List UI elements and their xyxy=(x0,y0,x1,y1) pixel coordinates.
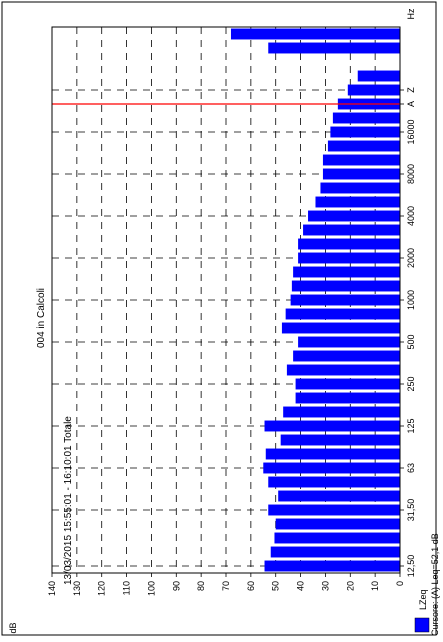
bar-16 xyxy=(270,546,400,558)
category-axis-unit: Hz xyxy=(406,8,416,19)
category-tick-label: 500 xyxy=(406,334,416,349)
value-tick-label: 130 xyxy=(72,581,82,596)
bar-1000 xyxy=(290,294,400,306)
category-tick-label: 8000 xyxy=(406,164,416,184)
category-tick-label: 2000 xyxy=(406,248,416,268)
value-tick-label: 120 xyxy=(97,581,107,596)
bar-6300 xyxy=(320,182,400,194)
bar-63 xyxy=(263,462,400,474)
bar-3150 xyxy=(303,224,400,236)
value-tick-label: 30 xyxy=(320,581,330,591)
bar-37 xyxy=(268,42,400,54)
bar-20000 xyxy=(332,112,400,124)
category-tick-label: 1000 xyxy=(406,290,416,310)
bar-100 xyxy=(280,434,400,446)
value-tick-label: 100 xyxy=(146,581,156,596)
bar-25 xyxy=(275,518,400,530)
value-axis: 140 130 120 110 100 90 80 70 60 50 40 30 20 10 0 xyxy=(47,573,405,596)
category-tick-label: 12,50 xyxy=(406,555,416,578)
legend-label: LZeq xyxy=(418,589,428,610)
value-tick-label: 60 xyxy=(246,581,256,591)
bar-40 xyxy=(278,490,400,502)
category-axis: 12,50 31,50 63 125 250 500 1000 2000 4000 8000 160… xyxy=(400,87,416,578)
legend-swatch xyxy=(414,617,430,633)
bars-layer xyxy=(230,28,400,572)
bar-2000 xyxy=(298,252,400,264)
value-tick-label: 50 xyxy=(271,581,281,591)
bar-250 xyxy=(295,378,400,390)
bar-400 xyxy=(293,350,400,362)
value-tick-label: 140 xyxy=(47,581,57,596)
bar-16000 xyxy=(330,126,400,138)
bar-31,50 xyxy=(268,504,400,516)
cursor-readout: Cursore: (A) Leq=52,1 dB xyxy=(430,533,440,636)
bar-12500 xyxy=(327,140,400,152)
bar-1250 xyxy=(291,280,400,292)
bar-5000 xyxy=(315,196,400,208)
bar-50 xyxy=(268,476,400,488)
bar-8000 xyxy=(322,168,400,180)
chart-frame xyxy=(1,1,437,636)
bar-125 xyxy=(264,420,400,432)
value-tick-label: 10 xyxy=(370,581,380,591)
value-tick-label: 90 xyxy=(171,581,181,591)
legend: LZeq Cursore: (A) Leq=52,1 dB xyxy=(414,533,440,636)
value-tick-label: 110 xyxy=(122,581,132,595)
category-tick-label: 125 xyxy=(406,418,416,433)
category-tick-label: A xyxy=(406,101,416,107)
category-tick-label: Z xyxy=(406,87,416,93)
bar-20 xyxy=(274,532,400,544)
bar-80 xyxy=(265,448,400,460)
value-tick-label: 80 xyxy=(196,581,206,591)
bar-12,50 xyxy=(264,560,400,572)
bar-Z xyxy=(347,84,400,96)
category-tick-label: 250 xyxy=(406,376,416,391)
bar-10000 xyxy=(322,154,400,166)
bar-4000 xyxy=(308,210,400,222)
chart-subtitle: 13/03/2015 15:55:01 - 16:10:01 Totale xyxy=(63,416,74,585)
value-tick-label: 40 xyxy=(296,581,306,591)
category-tick-label: 4000 xyxy=(406,206,416,226)
value-tick-label: 20 xyxy=(345,581,355,591)
bar-800 xyxy=(285,308,400,320)
category-tick-label: 31,50 xyxy=(406,499,416,522)
value-tick-label: 0 xyxy=(395,581,405,586)
value-tick-label: 70 xyxy=(221,581,231,591)
bar-160 xyxy=(283,406,400,418)
category-tick-label: 63 xyxy=(406,463,416,473)
category-tick-label: 16000 xyxy=(406,119,416,144)
bar-500 xyxy=(298,336,400,348)
chart-title: 004 in Calcoli xyxy=(36,288,47,348)
bar-35 xyxy=(357,70,400,82)
bar-315 xyxy=(286,364,400,376)
value-axis-unit: dB xyxy=(8,622,18,633)
bar-630 xyxy=(281,322,400,334)
bar-2500 xyxy=(298,238,400,250)
bar-1600 xyxy=(293,266,400,278)
bar-38 xyxy=(230,28,400,40)
bar-200 xyxy=(295,392,400,404)
